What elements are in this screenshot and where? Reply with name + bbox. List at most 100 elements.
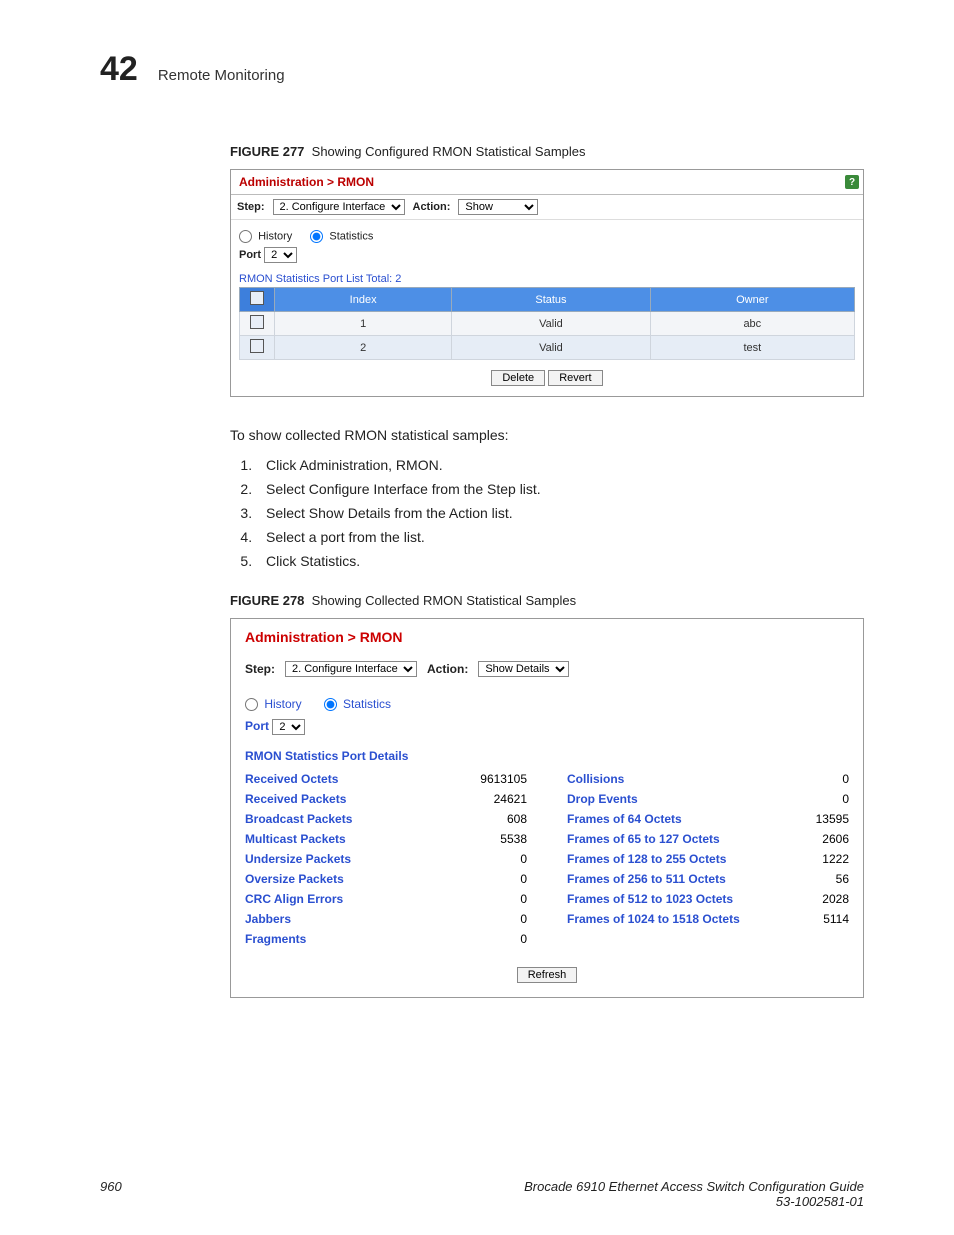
figure-277-panel: Administration > RMON ? Step: 2. Configu… (230, 169, 864, 397)
list-item: Select Configure Interface from the Step… (256, 481, 864, 497)
stat-label: Frames of 512 to 1023 Octets (567, 892, 733, 906)
revert-button[interactable]: Revert (548, 370, 602, 386)
cell-status: Valid (452, 312, 650, 336)
stat-value: 5114 (823, 912, 849, 926)
history-radio[interactable] (245, 698, 258, 711)
stat-value: 9613105 (480, 772, 527, 786)
stat-value: 5538 (500, 832, 527, 846)
stat-label: Received Octets (245, 772, 338, 786)
figure-278-panel: Administration > RMON Step: 2. Configure… (230, 618, 864, 998)
stat-label: Broadcast Packets (245, 812, 352, 826)
figure-277-label: FIGURE 277 (230, 144, 304, 159)
history-radio-label[interactable]: History (239, 230, 292, 243)
doc-title: Brocade 6910 Ethernet Access Switch Conf… (524, 1179, 864, 1194)
statistics-radio[interactable] (310, 230, 323, 243)
list-item: Click Statistics. (256, 553, 864, 569)
stat-row: Frames of 1024 to 1518 Octets5114 (567, 909, 849, 929)
row-checkbox[interactable] (250, 315, 264, 329)
figure-277-text: Showing Configured RMON Statistical Samp… (312, 144, 586, 159)
cell-owner: test (650, 336, 854, 360)
row-checkbox[interactable] (250, 339, 264, 353)
figure-278-caption: FIGURE 278 Showing Collected RMON Statis… (230, 593, 864, 608)
delete-button[interactable]: Delete (491, 370, 545, 386)
stat-value: 0 (520, 892, 527, 906)
stat-value: 0 (520, 852, 527, 866)
table-row: 2 Valid test (240, 336, 855, 360)
action-select[interactable]: Show Details (478, 661, 569, 677)
action-select[interactable]: Show (458, 199, 538, 215)
step-label: Step: (237, 201, 265, 213)
cell-owner: abc (650, 312, 854, 336)
stat-value: 0 (520, 872, 527, 886)
stat-row: Received Octets 9613105 (245, 769, 527, 789)
stats-left-column: Received Octets 9613105 Received Packets 24… (245, 769, 527, 949)
figure-277-caption: FIGURE 277 Showing Configured RMON Stati… (230, 144, 864, 159)
stat-label: CRC Align Errors (245, 892, 343, 906)
stat-label: Frames of 64 Octets (567, 812, 682, 826)
page-number: 960 (100, 1179, 122, 1209)
history-radio[interactable] (239, 230, 252, 243)
cell-status: Valid (452, 336, 650, 360)
rmon-stats-table: Index Status Owner 1 Valid abc (239, 287, 855, 360)
stat-label: Undersize Packets (245, 852, 351, 866)
list-item: Select a port from the list. (256, 529, 864, 545)
stat-label: Received Packets (245, 792, 346, 806)
stat-row: Jabbers 0 (245, 909, 527, 929)
action-label: Action: (413, 201, 451, 213)
stat-row: Multicast Packets 5538 (245, 829, 527, 849)
stat-label: Multicast Packets (245, 832, 346, 846)
stat-row: Received Packets 24621 (245, 789, 527, 809)
stat-label: Collisions (567, 772, 624, 786)
port-label: Port (245, 719, 269, 733)
breadcrumb: Administration > RMON (235, 173, 378, 191)
stat-value: 0 (842, 792, 849, 806)
cell-index: 1 (275, 312, 452, 336)
stat-value: 56 (836, 872, 849, 886)
stat-row: Oversize Packets0 (245, 869, 527, 889)
stat-value: 0 (520, 932, 527, 946)
stat-label: Drop Events (567, 792, 638, 806)
statistics-radio[interactable] (324, 698, 337, 711)
list-item: Click Administration, RMON. (256, 457, 864, 473)
chapter-title: Remote Monitoring (158, 67, 285, 84)
select-all-checkbox[interactable] (250, 291, 264, 305)
stat-row: Broadcast Packets608 (245, 809, 527, 829)
refresh-button[interactable]: Refresh (517, 967, 578, 983)
table-row: 1 Valid abc (240, 312, 855, 336)
stat-value: 13595 (816, 812, 849, 826)
steps-list: Click Administration, RMON. Select Confi… (230, 457, 864, 569)
statistics-radio-label[interactable]: Statistics (324, 697, 391, 711)
stat-value: 24621 (494, 792, 527, 806)
stat-label: Jabbers (245, 912, 291, 926)
step-select[interactable]: 2. Configure Interface (273, 199, 405, 215)
stats-right-column: Collisions 0 Drop Events 0 Frames of 64 Octe… (567, 769, 849, 949)
stat-row: Collisions 0 (567, 769, 849, 789)
stat-label: Frames of 128 to 255 Octets (567, 852, 726, 866)
stat-row: Frames of 256 to 511 Octets56 (567, 869, 849, 889)
col-status: Status (452, 288, 650, 312)
header-checkbox-cell[interactable] (240, 288, 275, 312)
doc-number: 53-1002581-01 (776, 1194, 864, 1209)
stat-row: Undersize Packets 0 (245, 849, 527, 869)
port-select[interactable]: 2 (272, 719, 305, 735)
stat-row: Frames of 512 to 1023 Octets2028 (567, 889, 849, 909)
section-title: RMON Statistics Port Details (245, 749, 849, 763)
port-select[interactable]: 2 (264, 247, 297, 263)
port-list-title: RMON Statistics Port List Total: 2 (239, 273, 855, 285)
stat-row: Fragments 0 (245, 929, 527, 949)
stat-row: Frames of 64 Octets 13595 (567, 809, 849, 829)
history-radio-label[interactable]: History (245, 697, 302, 711)
action-label: Action: (427, 662, 468, 676)
stat-row: Frames of 65 to 127 Octets2606 (567, 829, 849, 849)
statistics-radio-label[interactable]: Statistics (310, 230, 373, 243)
step-select[interactable]: 2. Configure Interface (285, 661, 417, 677)
help-icon[interactable]: ? (845, 175, 859, 189)
list-item: Select Show Details from the Action list… (256, 505, 864, 521)
stat-label: Fragments (245, 932, 306, 946)
stat-value: 0 (520, 912, 527, 926)
col-owner: Owner (650, 288, 854, 312)
breadcrumb: Administration > RMON (231, 619, 863, 651)
stat-value: 1222 (822, 852, 849, 866)
stat-value: 0 (842, 772, 849, 786)
intro-text: To show collected RMON statistical sampl… (230, 427, 864, 443)
